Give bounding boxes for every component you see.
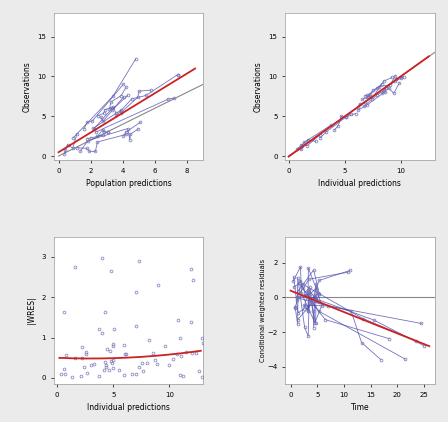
Y-axis label: Conditional weighted residuals: Conditional weighted residuals bbox=[260, 259, 266, 362]
X-axis label: Individual predictions: Individual predictions bbox=[87, 403, 170, 412]
X-axis label: Individual predictions: Individual predictions bbox=[319, 179, 401, 188]
X-axis label: Time: Time bbox=[351, 403, 369, 412]
Y-axis label: Observations: Observations bbox=[254, 61, 263, 112]
Y-axis label: Observations: Observations bbox=[22, 61, 31, 112]
X-axis label: Population predictions: Population predictions bbox=[86, 179, 171, 188]
Y-axis label: |WRES|: |WRES| bbox=[27, 297, 36, 324]
